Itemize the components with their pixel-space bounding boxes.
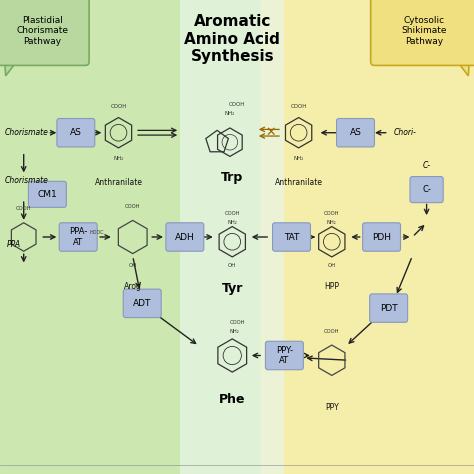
- FancyBboxPatch shape: [166, 223, 204, 251]
- Text: Trp: Trp: [221, 171, 243, 183]
- Text: ✕: ✕: [265, 126, 275, 139]
- Text: NH₂: NH₂: [293, 156, 304, 162]
- FancyBboxPatch shape: [265, 341, 303, 370]
- Text: Phe: Phe: [219, 393, 246, 406]
- Text: Anthranilate: Anthranilate: [274, 178, 323, 187]
- Text: TAT: TAT: [284, 233, 299, 241]
- FancyBboxPatch shape: [363, 223, 401, 251]
- FancyBboxPatch shape: [57, 118, 95, 147]
- Polygon shape: [457, 62, 469, 76]
- Text: Plastidial
Chorismate
Pathway: Plastidial Chorismate Pathway: [17, 16, 69, 46]
- FancyBboxPatch shape: [123, 289, 161, 318]
- Text: COOH: COOH: [324, 329, 339, 334]
- Text: ADH: ADH: [175, 233, 195, 241]
- Text: COOH: COOH: [229, 319, 245, 325]
- FancyBboxPatch shape: [370, 294, 408, 322]
- Bar: [0, 0, 294, 474]
- FancyBboxPatch shape: [273, 223, 310, 251]
- Text: PPY-
AT: PPY- AT: [276, 346, 293, 365]
- Text: PDH: PDH: [372, 233, 391, 241]
- Text: PPY: PPY: [325, 403, 339, 412]
- FancyBboxPatch shape: [337, 118, 374, 147]
- Text: HPP: HPP: [324, 282, 339, 291]
- Text: NH₂: NH₂: [230, 329, 239, 334]
- Text: Aromatic
Amino Acid
Synthesis: Aromatic Amino Acid Synthesis: [184, 14, 280, 64]
- Text: PPA-
AT: PPA- AT: [69, 228, 87, 246]
- FancyBboxPatch shape: [28, 182, 66, 208]
- Text: Chorismate: Chorismate: [5, 176, 49, 184]
- Text: Chori-: Chori-: [393, 128, 416, 137]
- Text: PPA: PPA: [7, 240, 21, 248]
- Text: COOH: COOH: [16, 206, 31, 211]
- Text: NH₂: NH₂: [113, 156, 124, 162]
- Text: C-: C-: [422, 185, 431, 194]
- FancyBboxPatch shape: [0, 0, 89, 65]
- FancyBboxPatch shape: [371, 0, 474, 65]
- Bar: [180, 0, 284, 474]
- Bar: [261, 0, 474, 474]
- Text: HOOC: HOOC: [90, 230, 104, 235]
- Text: Cytosolic
Shikimate
Pathway: Cytosolic Shikimate Pathway: [401, 16, 447, 46]
- Text: PDT: PDT: [380, 304, 398, 312]
- Text: COOH: COOH: [229, 101, 245, 107]
- Text: NH₂: NH₂: [225, 111, 235, 116]
- Polygon shape: [5, 62, 17, 76]
- Text: NH₂: NH₂: [327, 220, 337, 225]
- Text: COOH: COOH: [225, 210, 240, 216]
- Text: Anthranilate: Anthranilate: [94, 178, 143, 187]
- Text: NH₂: NH₂: [228, 220, 237, 225]
- Text: OH: OH: [328, 263, 336, 268]
- FancyBboxPatch shape: [59, 223, 97, 251]
- Text: COOH: COOH: [324, 210, 339, 216]
- Text: Chorismate: Chorismate: [5, 128, 49, 137]
- Text: AS: AS: [70, 128, 82, 137]
- Text: COOH: COOH: [125, 203, 140, 209]
- Text: COOH: COOH: [110, 104, 127, 109]
- Text: C-: C-: [422, 162, 431, 170]
- Text: OH: OH: [228, 263, 237, 268]
- Text: CM1: CM1: [37, 190, 57, 199]
- Text: Arog: Arog: [124, 282, 142, 291]
- Text: OH: OH: [128, 263, 137, 268]
- Text: Tyr: Tyr: [221, 282, 243, 295]
- Text: ADT: ADT: [133, 299, 151, 308]
- Text: AS: AS: [349, 128, 362, 137]
- FancyBboxPatch shape: [410, 177, 443, 203]
- Text: COOH: COOH: [291, 104, 307, 109]
